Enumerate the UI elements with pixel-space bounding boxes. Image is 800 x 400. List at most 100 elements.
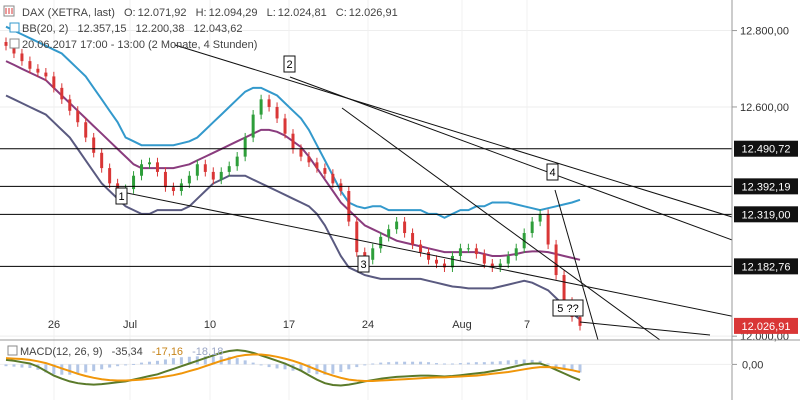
candle[interactable] [163, 167, 167, 192]
candle[interactable] [339, 178, 343, 196]
candles [4, 37, 582, 331]
macd-checkbox-icon[interactable] [7, 345, 18, 356]
candle[interactable] [195, 159, 199, 181]
candle[interactable] [211, 167, 215, 185]
candle[interactable] [482, 249, 486, 269]
candle[interactable] [187, 171, 191, 188]
candle[interactable] [108, 163, 112, 188]
macd-histogram-bar [148, 361, 151, 365]
macd-histogram-bar [92, 364, 96, 372]
trend-line-4[interactable] [341, 107, 661, 341]
svg-text:12.490,72: 12.490,72 [742, 144, 791, 156]
macd-histogram-bar [124, 364, 128, 366]
macd-histogram-bar [4, 364, 8, 367]
candle[interactable] [291, 129, 295, 154]
candle[interactable] [530, 216, 534, 238]
candle[interactable] [498, 259, 502, 272]
candle[interactable] [347, 186, 351, 227]
candle[interactable] [155, 157, 159, 177]
candle[interactable] [403, 216, 407, 238]
candle[interactable] [235, 152, 239, 171]
annotation-2[interactable]: 2 [283, 55, 296, 73]
candle[interactable] [355, 216, 359, 257]
candle[interactable] [323, 163, 327, 179]
candle[interactable] [395, 216, 399, 234]
trend-line-1[interactable] [121, 191, 800, 331]
trend-line-2[interactable] [174, 44, 800, 239]
candle[interactable] [506, 251, 510, 269]
candle[interactable] [28, 56, 32, 74]
macd-histogram-bar [482, 362, 486, 365]
candle[interactable] [179, 178, 183, 196]
annotation-3[interactable]: 3 [357, 255, 370, 273]
candle[interactable] [379, 232, 383, 253]
candle[interactable] [76, 106, 80, 127]
candle[interactable] [419, 239, 423, 257]
candle[interactable] [427, 247, 431, 265]
candle[interactable] [466, 243, 470, 253]
candle[interactable] [36, 64, 40, 78]
candle[interactable] [387, 224, 391, 242]
candle[interactable] [148, 157, 151, 169]
candle[interactable] [458, 243, 462, 261]
legend-bb: BB(20, 2) 12.357,15 12.200,38 12.043,62 [9, 22, 242, 35]
macd-panel [0, 349, 732, 387]
candle[interactable] [315, 157, 319, 173]
candle[interactable] [450, 251, 454, 272]
candle[interactable] [140, 159, 144, 181]
candle[interactable] [538, 209, 542, 227]
candle[interactable] [371, 243, 375, 265]
candle[interactable] [92, 132, 96, 158]
annotation-5[interactable]: 5 ?? [552, 299, 584, 317]
trend-line-5[interactable] [554, 189, 599, 341]
candle[interactable] [259, 94, 263, 120]
candle[interactable] [52, 71, 56, 93]
macd-histogram-bar [514, 359, 518, 365]
macd-histogram-bar [323, 364, 327, 375]
candle[interactable] [243, 132, 247, 162]
macd-histogram-bar [140, 362, 144, 365]
candle[interactable] [219, 167, 223, 185]
x-tick-label: 10 [204, 319, 216, 331]
candle[interactable] [299, 144, 303, 162]
candle[interactable] [411, 228, 415, 250]
macd-histogram-bar [76, 364, 80, 374]
settings-icon[interactable] [9, 38, 20, 49]
candle[interactable] [171, 182, 175, 196]
candle[interactable] [514, 243, 518, 261]
annotation-1[interactable]: 1 [115, 187, 128, 205]
x-tick-label: 7 [524, 319, 530, 331]
annotation-4[interactable]: 4 [546, 163, 559, 181]
candle[interactable] [100, 148, 104, 173]
candle[interactable] [4, 37, 8, 51]
candle[interactable] [60, 83, 64, 104]
trend-line-6[interactable] [579, 321, 711, 336]
macd-histogram-bar [387, 362, 391, 365]
macd-histogram-bar [403, 361, 407, 365]
candle[interactable] [251, 110, 255, 143]
macd-histogram-bar [203, 356, 207, 365]
macd-histogram-bar [28, 364, 32, 368]
candle[interactable] [84, 117, 88, 143]
candle[interactable] [44, 68, 48, 81]
candle[interactable] [132, 171, 136, 194]
candle[interactable] [203, 159, 207, 177]
macd-histogram-bar [275, 364, 279, 369]
candle[interactable] [283, 113, 287, 139]
candle[interactable] [554, 239, 558, 280]
candle[interactable] [275, 102, 279, 124]
candle[interactable] [490, 259, 494, 272]
candle[interactable] [442, 259, 446, 272]
macd-histogram-bar [299, 364, 303, 372]
candle[interactable] [267, 94, 271, 112]
candle[interactable] [227, 161, 231, 177]
trend-line-3[interactable] [289, 76, 800, 266]
candle[interactable] [331, 169, 335, 188]
candle[interactable] [307, 152, 311, 167]
candle[interactable] [546, 209, 550, 250]
macd-histogram-bar [363, 364, 367, 366]
candle[interactable] [474, 243, 478, 259]
candle[interactable] [68, 94, 72, 116]
bb-checkbox-icon[interactable] [9, 22, 20, 33]
candle[interactable] [20, 48, 24, 66]
